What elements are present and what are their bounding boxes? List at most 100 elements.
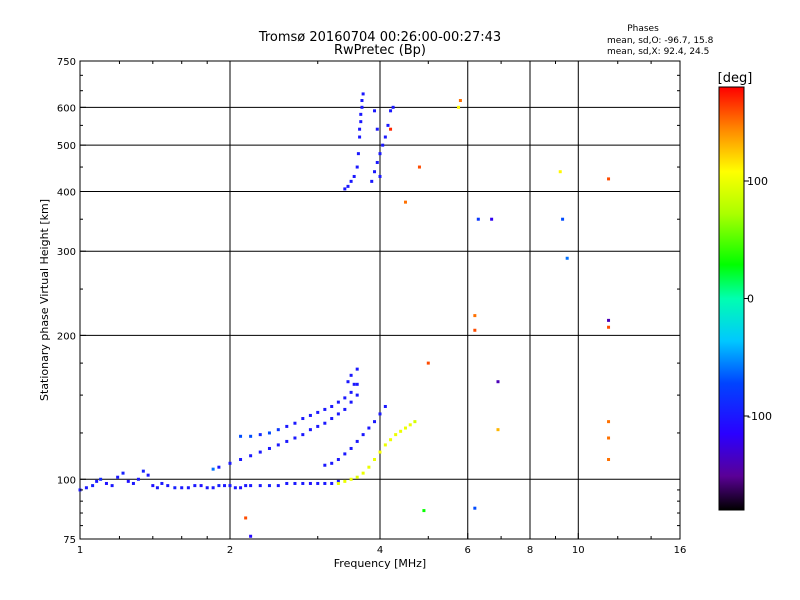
data-point bbox=[607, 457, 611, 461]
data-point bbox=[373, 109, 377, 113]
data-point bbox=[361, 92, 365, 96]
data-point bbox=[301, 481, 305, 485]
y-axis-label: Stationary phase Virtual Height [km] bbox=[38, 199, 51, 401]
phase-info-x: mean, sd,X: 92.4, 24.5 bbox=[607, 47, 709, 57]
data-point bbox=[355, 393, 359, 397]
data-point bbox=[349, 477, 353, 481]
data-point bbox=[239, 434, 243, 438]
data-point bbox=[367, 426, 371, 430]
data-point bbox=[186, 486, 190, 490]
x-axis-ticks: 1 2 4 6 8 10 16 bbox=[77, 61, 686, 556]
y-axis-ticks: 75 100 200 300 400 500 600 750 bbox=[57, 57, 680, 546]
data-point bbox=[91, 484, 95, 488]
data-point bbox=[258, 450, 262, 454]
data-point bbox=[155, 486, 159, 490]
data-point bbox=[217, 484, 221, 488]
data-point bbox=[378, 152, 382, 156]
data-point bbox=[413, 420, 417, 424]
data-point bbox=[211, 486, 215, 490]
data-point bbox=[249, 434, 253, 438]
data-point bbox=[389, 109, 393, 113]
data-point bbox=[358, 135, 362, 139]
data-point bbox=[301, 417, 305, 421]
data-point bbox=[244, 516, 248, 520]
data-point bbox=[323, 421, 327, 425]
data-point bbox=[355, 475, 359, 479]
data-point bbox=[565, 256, 569, 260]
data-point bbox=[389, 438, 393, 442]
data-point bbox=[370, 179, 374, 183]
data-point bbox=[367, 465, 371, 469]
y-tick-label: 600 bbox=[57, 103, 76, 114]
data-point bbox=[349, 446, 353, 450]
data-point bbox=[383, 135, 387, 139]
data-point bbox=[110, 484, 114, 488]
data-point bbox=[336, 457, 340, 461]
y-tick-label: 200 bbox=[57, 331, 76, 342]
data-point bbox=[386, 123, 390, 127]
data-point bbox=[267, 446, 271, 450]
data-point bbox=[244, 484, 248, 488]
data-point bbox=[381, 143, 385, 147]
data-point bbox=[228, 484, 232, 488]
gridlines bbox=[80, 61, 680, 539]
data-point bbox=[355, 367, 359, 371]
data-point bbox=[358, 127, 362, 131]
data-point bbox=[330, 417, 334, 421]
data-point bbox=[349, 400, 353, 404]
data-point bbox=[121, 471, 125, 475]
data-point bbox=[84, 486, 88, 490]
phase-info-title: Phases bbox=[627, 24, 659, 34]
data-point bbox=[267, 431, 271, 435]
data-point bbox=[399, 429, 403, 433]
data-point bbox=[336, 481, 340, 485]
data-point bbox=[361, 433, 365, 437]
data-point bbox=[375, 127, 379, 131]
data-point bbox=[205, 486, 209, 490]
data-point bbox=[473, 328, 477, 332]
data-point bbox=[249, 454, 253, 458]
data-point bbox=[343, 407, 347, 411]
data-point bbox=[349, 179, 353, 183]
data-point bbox=[308, 413, 312, 417]
data-point bbox=[211, 467, 215, 471]
data-point bbox=[389, 127, 393, 131]
data-point bbox=[561, 217, 565, 221]
data-point bbox=[473, 506, 477, 510]
data-point bbox=[173, 486, 177, 490]
data-point bbox=[394, 433, 398, 437]
data-point bbox=[193, 484, 197, 488]
data-point bbox=[490, 217, 494, 221]
data-point bbox=[217, 465, 221, 469]
data-point bbox=[146, 473, 150, 477]
data-point bbox=[346, 184, 350, 188]
data-point bbox=[391, 105, 395, 109]
x-tick-label: 2 bbox=[227, 545, 233, 556]
data-point bbox=[496, 380, 500, 384]
data-point bbox=[343, 396, 347, 400]
data-point bbox=[316, 410, 320, 414]
data-point bbox=[199, 484, 203, 488]
data-point bbox=[293, 421, 297, 425]
data-point bbox=[267, 484, 271, 488]
data-point bbox=[99, 477, 103, 481]
data-point bbox=[330, 461, 334, 465]
data-point bbox=[417, 165, 421, 169]
data-point bbox=[285, 439, 289, 443]
data-point bbox=[359, 112, 363, 116]
data-point bbox=[323, 463, 327, 467]
data-point bbox=[607, 420, 611, 424]
data-point bbox=[378, 450, 382, 454]
data-point bbox=[408, 423, 412, 427]
data-point bbox=[403, 200, 407, 204]
data-point bbox=[343, 452, 347, 456]
x-tick-label: 10 bbox=[572, 545, 585, 556]
data-point bbox=[607, 325, 611, 329]
data-point bbox=[349, 390, 353, 394]
data-point bbox=[607, 436, 611, 440]
data-point bbox=[458, 99, 462, 103]
data-point bbox=[352, 174, 356, 178]
data-point bbox=[360, 105, 364, 109]
data-point bbox=[349, 373, 353, 377]
